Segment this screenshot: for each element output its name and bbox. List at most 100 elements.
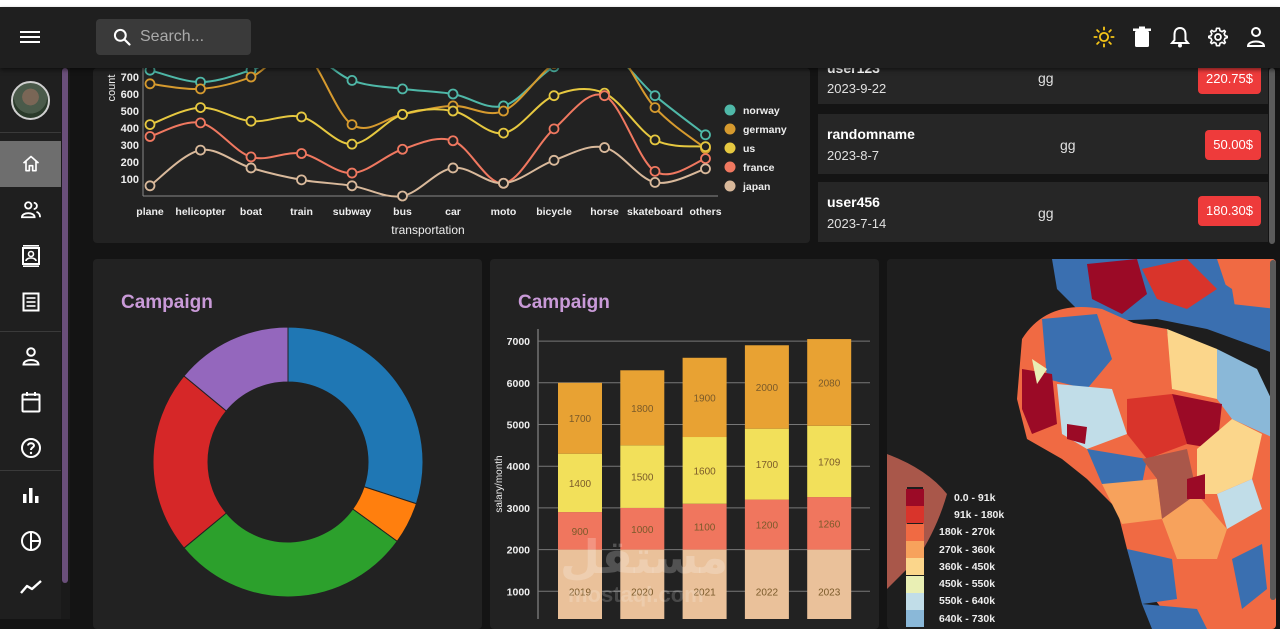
- data-point: [296, 148, 307, 159]
- bar-chart-icon[interactable]: [0, 472, 61, 518]
- map-legend-item: 180k - 270k: [906, 523, 1004, 541]
- sidebar: [0, 68, 61, 619]
- y-tick-label: 500: [121, 106, 139, 118]
- avatar[interactable]: [11, 81, 50, 120]
- data-point: [296, 174, 307, 186]
- watermark-latin: mostaql.com: [568, 582, 704, 607]
- y-tick-label: 3000: [507, 503, 531, 515]
- choropleth-map-card: 0.0 - 91k 91k - 180k 180k - 270k 270k - 360…: [887, 259, 1276, 629]
- donut-chart-card: Campaign: [93, 259, 482, 629]
- sidebar-scrollbar[interactable]: [61, 68, 70, 619]
- transaction-row[interactable]: user456 2023-7-14 gg 180.30$: [818, 182, 1268, 244]
- x-tick-label: skateboard: [627, 206, 683, 218]
- data-point: [700, 163, 711, 175]
- legend-swatch: [906, 592, 924, 610]
- donut-slice: [183, 508, 398, 598]
- legend-label: 0.0 - 91k: [954, 491, 996, 504]
- bar-segment: [558, 453, 602, 513]
- calendar-icon[interactable]: [0, 379, 61, 425]
- y-tick-label: 300: [121, 140, 139, 152]
- data-point: [144, 131, 156, 142]
- legend-label: norway: [743, 105, 780, 117]
- bar-segment: [682, 357, 727, 438]
- data-point: [700, 141, 711, 153]
- person-icon[interactable]: [1244, 25, 1268, 49]
- series-group: [144, 68, 711, 202]
- data-point: [144, 119, 156, 130]
- card-title: Campaign: [121, 292, 213, 313]
- top-app-bar: [0, 7, 1280, 68]
- search-box[interactable]: [96, 19, 251, 55]
- data-point: [346, 119, 358, 130]
- data-point: [649, 90, 661, 102]
- hamburger-menu-icon[interactable]: [20, 28, 40, 46]
- transaction-user: randomname: [827, 126, 915, 142]
- data-label: 1700: [569, 414, 592, 425]
- pie-chart-icon[interactable]: [0, 518, 61, 564]
- data-point: [346, 74, 358, 86]
- help-icon[interactable]: [0, 425, 61, 471]
- legend-label: france: [743, 162, 775, 174]
- data-point: [548, 68, 560, 73]
- person-outline-icon[interactable]: [0, 333, 61, 379]
- home-icon[interactable]: [0, 141, 61, 187]
- y-tick-label: 2000: [507, 545, 531, 557]
- trash-icon[interactable]: [1130, 25, 1154, 49]
- data-point: [245, 162, 257, 174]
- sidebar-divider: [0, 331, 61, 332]
- timeline-icon[interactable]: [0, 564, 61, 610]
- sun-icon[interactable]: [1092, 25, 1116, 49]
- data-point: [700, 153, 711, 164]
- data-point: [397, 190, 408, 202]
- sidebar-divider: [0, 470, 61, 471]
- y-tick-label: 6000: [507, 378, 531, 390]
- sidebar-divider: [0, 132, 61, 133]
- data-point: [548, 123, 560, 135]
- data-point: [346, 180, 358, 192]
- bar-segment: [807, 549, 852, 619]
- data-point: [498, 105, 509, 117]
- transactions-scrollbar[interactable]: [1268, 68, 1276, 244]
- y-tick-label: 200: [121, 157, 139, 169]
- data-point: [548, 154, 560, 166]
- data-point: [397, 83, 408, 95]
- y-tick-label: 7000: [507, 336, 531, 348]
- stacked-bar-card: Campaign 1000 2000 3000 4000 5000 6000 7000 sal…: [490, 259, 879, 629]
- data-point: [144, 78, 156, 90]
- y-tick-label: 1000: [507, 586, 531, 598]
- gear-icon[interactable]: [1206, 25, 1230, 49]
- receipt-icon[interactable]: [0, 279, 61, 325]
- transaction-date: 2023-8-7: [827, 148, 880, 163]
- data-label: 2000: [756, 383, 779, 394]
- contacts-icon[interactable]: [0, 233, 61, 279]
- transaction-amount-badge: 50.00$: [1205, 130, 1261, 160]
- x-tick-label: bicycle: [536, 206, 572, 218]
- africa-map: [887, 259, 1276, 629]
- data-label: 1100: [694, 523, 716, 534]
- data-point: [447, 88, 459, 100]
- legend-swatch: [906, 558, 924, 576]
- data-point: [700, 129, 711, 141]
- map-legend-item: 450k - 550k: [906, 575, 1004, 593]
- y-tick-label: 400: [121, 123, 139, 135]
- legend-label: 91k - 180k: [954, 508, 1005, 521]
- legend-swatch: [906, 489, 924, 507]
- data-point: [346, 167, 358, 179]
- x-tick-label: 2020: [631, 587, 654, 598]
- data-label: 1709: [818, 457, 841, 468]
- data-label: 1800: [631, 404, 654, 415]
- data-point: [296, 111, 307, 123]
- map-legend-item: 360k - 450k: [906, 558, 1004, 576]
- data-point: [397, 143, 408, 155]
- bell-icon[interactable]: [1168, 25, 1192, 49]
- data-point: [195, 144, 206, 156]
- line-chart-card: 100 200 300 400 500 600 700 count plane helicopte…: [93, 68, 810, 243]
- data-point: [447, 105, 459, 117]
- transaction-row[interactable]: randomname 2023-8-7 gg 50.00$: [818, 114, 1268, 176]
- data-point: [599, 142, 610, 153]
- map-legend-item: 0.0 - 91k: [906, 489, 1004, 507]
- people-icon[interactable]: [0, 187, 61, 233]
- search-input[interactable]: [140, 19, 245, 55]
- legend-label: us: [743, 143, 755, 155]
- legend-swatch: [906, 575, 924, 593]
